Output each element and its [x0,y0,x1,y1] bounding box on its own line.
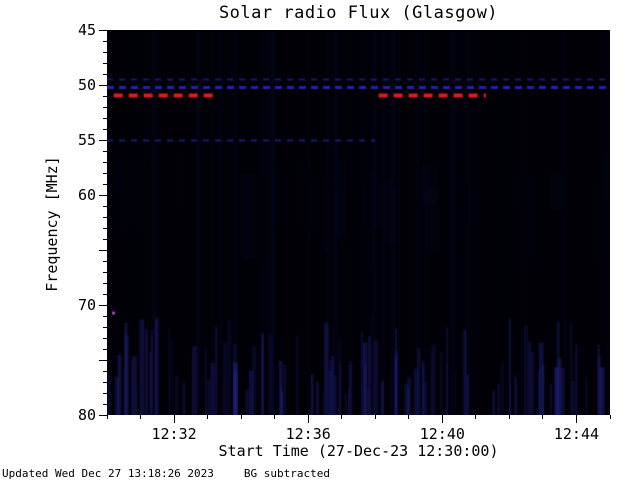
y-minor-tick [103,282,107,284]
y-minor-tick [103,73,107,75]
y-tick-label: 45 [77,21,96,39]
x-major-tick [441,415,443,423]
x-minor-tick [408,415,410,419]
y-minor-tick [103,51,107,53]
spectrogram-plot-area [107,30,610,415]
y-major-tick [99,194,107,196]
x-minor-tick [609,415,611,419]
y-minor-tick [103,205,107,207]
y-minor-tick [103,326,107,328]
y-tick-label: 80 [77,406,96,424]
y-major-tick [99,84,107,86]
y-minor-tick [103,238,107,240]
y-tick-label: 50 [77,76,96,94]
x-tick-label: 12:40 [419,425,465,443]
bg-subtracted-note: BG subtracted [243,467,331,480]
x-minor-tick [106,415,108,419]
y-minor-tick [103,337,107,339]
y-minor-tick [103,183,107,185]
y-minor-tick [103,161,107,163]
y-major-tick [99,139,107,141]
y-major-tick [99,304,107,306]
spectrogram-canvas [107,30,610,415]
y-minor-tick [103,293,107,295]
y-minor-tick [103,172,107,174]
x-tick-label: 12:32 [151,425,197,443]
y-tick-label: 55 [77,131,96,149]
y-minor-tick [103,315,107,317]
x-minor-tick [207,415,209,419]
y-minor-tick [103,370,107,372]
y-minor-tick [103,150,107,152]
y-minor-tick [103,95,107,97]
y-tick-label: 70 [77,296,96,314]
y-minor-tick [103,260,107,262]
x-tick-label: 12:44 [553,425,600,443]
x-minor-tick [274,415,276,419]
updated-timestamp: Updated Wed Dec 27 13:18:26 2023 [2,467,214,480]
x-minor-tick [341,415,343,419]
y-tick-label: 60 [77,186,96,204]
x-major-tick [575,415,577,423]
y-minor-tick [103,128,107,130]
x-major-tick [173,415,175,423]
y-axis-label: Frequency [MHz] [43,156,61,292]
y-minor-tick [103,403,107,405]
x-minor-tick [374,415,376,419]
y-minor-tick [103,348,107,350]
x-minor-tick [542,415,544,419]
y-major-tick [99,29,107,31]
x-major-tick [307,415,309,423]
x-minor-tick [240,415,242,419]
y-minor-tick [103,62,107,64]
y-minor-tick [103,106,107,108]
x-minor-tick [475,415,477,419]
y-minor-tick [103,381,107,383]
footer-status-bar: Updated Wed Dec 27 13:18:26 2023 BG subt… [2,467,330,480]
y-major-tick [99,414,107,416]
x-tick-label: 12:36 [285,425,331,443]
y-major-tick [99,249,107,251]
x-minor-tick [508,415,510,419]
y-minor-tick [103,392,107,394]
x-axis-label: Start Time (27-Dec-23 12:30:00) [218,442,499,460]
y-minor-tick [103,216,107,218]
chart-title: Solar radio Flux (Glasgow) [218,3,499,23]
y-minor-tick [103,271,107,273]
y-minor-tick [103,117,107,119]
y-minor-tick [103,227,107,229]
y-minor-tick [103,40,107,42]
x-minor-tick [140,415,142,419]
y-major-tick [99,359,107,361]
